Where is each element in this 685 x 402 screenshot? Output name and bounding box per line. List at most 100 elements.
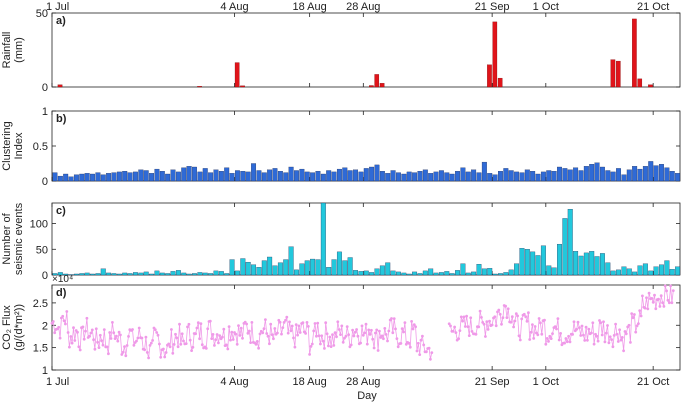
- bar: [503, 168, 509, 182]
- co2-point: [571, 333, 574, 336]
- co2-point: [231, 338, 235, 341]
- bar: [385, 262, 391, 276]
- co2-point: [630, 312, 634, 315]
- bar: [240, 258, 246, 276]
- bar: [530, 171, 536, 182]
- co2-point: [96, 340, 99, 344]
- bar: [583, 252, 589, 276]
- co2-point: [158, 342, 161, 346]
- co2-point: [78, 348, 82, 352]
- co2-point: [225, 343, 228, 347]
- bar: [229, 259, 235, 276]
- bar: [116, 273, 122, 276]
- co2-point: [113, 337, 117, 340]
- co2-point: [159, 355, 163, 359]
- y-tick-label: 1: [42, 106, 48, 118]
- bar: [519, 248, 525, 276]
- bar: [428, 268, 434, 276]
- co2-point: [317, 334, 321, 338]
- co2-point: [522, 312, 526, 316]
- bar: [567, 169, 573, 182]
- co2-point: [592, 342, 596, 346]
- bar: [331, 259, 337, 276]
- co2-point: [602, 320, 605, 324]
- bar: [358, 171, 364, 182]
- co2-point: [339, 333, 342, 336]
- bar: [514, 171, 520, 182]
- bar: [497, 273, 503, 276]
- bar: [353, 270, 359, 276]
- co2-point: [355, 328, 358, 331]
- bar: [455, 270, 460, 276]
- co2-point: [261, 331, 265, 335]
- bar: [460, 263, 466, 276]
- y-axis-label: (mm): [13, 37, 25, 63]
- bar: [288, 166, 294, 182]
- co2-point: [616, 340, 620, 343]
- co2-point: [539, 321, 542, 325]
- bar: [530, 251, 536, 276]
- panel-label: d): [56, 287, 67, 299]
- bar: [551, 171, 557, 182]
- bar: [256, 170, 262, 182]
- bar: [57, 84, 63, 88]
- bar: [524, 169, 530, 182]
- bar: [535, 255, 541, 276]
- bar: [412, 271, 418, 276]
- co2-point: [488, 319, 491, 323]
- co2-point: [162, 347, 165, 351]
- bar: [487, 173, 493, 182]
- bar: [106, 272, 112, 276]
- bar: [675, 173, 681, 182]
- co2-point: [68, 345, 71, 349]
- co2-point: [447, 322, 451, 326]
- bar: [406, 171, 412, 182]
- co2-point: [278, 320, 282, 324]
- bar: [251, 163, 257, 182]
- co2-point: [218, 334, 222, 337]
- x-axis-label: Day: [357, 390, 377, 402]
- bar: [626, 268, 632, 276]
- co2-point: [125, 344, 129, 347]
- co2-point: [364, 322, 368, 326]
- co2-point: [85, 316, 89, 320]
- co2-point: [195, 326, 199, 330]
- co2-point: [578, 326, 581, 330]
- co2-point: [421, 334, 424, 338]
- bar: [648, 84, 653, 88]
- bar: [616, 269, 621, 276]
- bar: [277, 171, 283, 182]
- bar: [514, 263, 520, 276]
- bar: [165, 273, 171, 276]
- bar: [497, 77, 503, 88]
- bar: [648, 270, 654, 276]
- co2-point: [58, 336, 62, 340]
- bar: [578, 255, 584, 276]
- bar: [642, 263, 648, 276]
- bar: [170, 271, 176, 276]
- co2-point: [145, 351, 149, 354]
- co2-point: [509, 320, 513, 324]
- bar: [73, 273, 79, 276]
- co2-point: [611, 345, 615, 349]
- y-tick-label: 2: [42, 320, 48, 332]
- bar: [240, 85, 245, 88]
- co2-point: [551, 332, 554, 335]
- co2-point: [368, 333, 372, 336]
- co2-point: [575, 327, 579, 331]
- bar: [583, 166, 589, 182]
- co2-point: [480, 316, 483, 319]
- bar: [57, 272, 63, 276]
- bar: [234, 270, 240, 276]
- top-date-label: 1 Oct: [533, 1, 559, 13]
- co2-point: [170, 328, 173, 331]
- co2-point: [341, 340, 345, 344]
- bar: [632, 18, 637, 88]
- co2-point: [73, 339, 77, 342]
- bar: [653, 165, 659, 182]
- bar: [573, 251, 579, 276]
- co2-point: [584, 325, 588, 329]
- co2-point: [572, 320, 576, 324]
- bar: [487, 64, 492, 88]
- co2-point: [137, 326, 141, 330]
